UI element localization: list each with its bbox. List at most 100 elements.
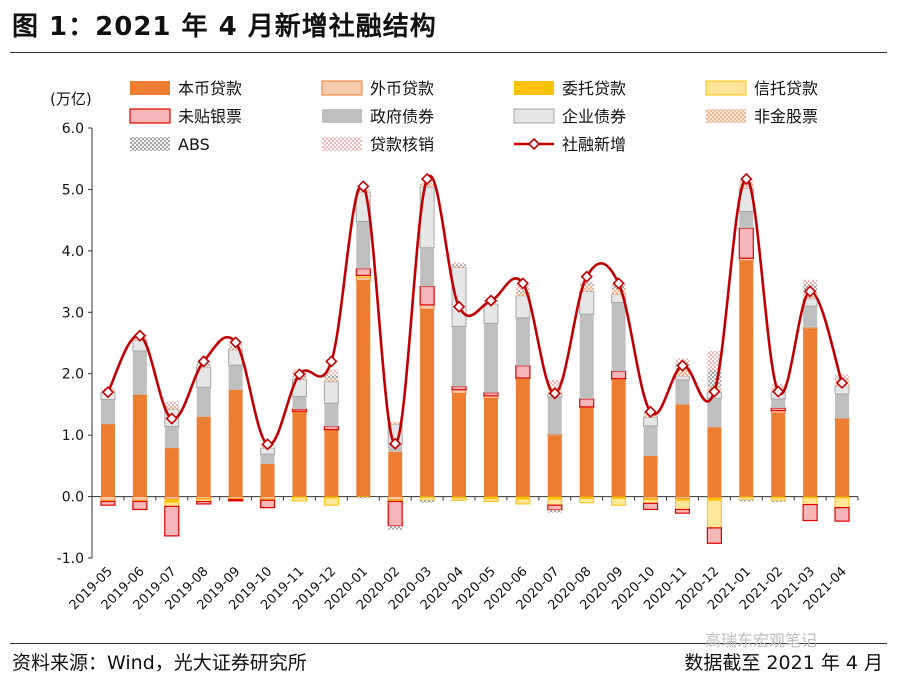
bar-segment [483, 496, 498, 499]
x-tick-labels: 2019-052019-062019-072019-082019-092019-… [67, 564, 850, 613]
bar-segment [132, 496, 148, 501]
line-point-marker [740, 172, 753, 186]
bar-segment [324, 496, 339, 498]
y-tick-label: -1.0 [57, 551, 84, 567]
legend-label: 政府债券 [370, 107, 434, 126]
bar-segment [803, 279, 818, 285]
bar-segment [674, 375, 690, 381]
line-point-marker [357, 180, 370, 193]
y-axis-unit-label: (万亿) [50, 90, 92, 108]
line-point-marker [133, 329, 147, 342]
bar-segment [675, 404, 690, 497]
bar-segment [355, 268, 371, 277]
bar-segment [738, 227, 754, 259]
legend-swatch [322, 109, 362, 123]
bar-segment [324, 403, 339, 427]
source-note: 资料来源：Wind，光大证券研究所 [12, 652, 307, 674]
bar-segment [228, 347, 243, 350]
bar-segment [228, 365, 243, 390]
bar-segment [452, 264, 467, 267]
bar-segment [579, 285, 594, 292]
bar-segment [515, 365, 531, 379]
bar-segment [803, 328, 818, 497]
bar-segment [483, 497, 499, 502]
bar-segment [547, 504, 563, 511]
bar-segment [802, 503, 818, 522]
line-point-marker [420, 172, 434, 186]
bar-segment [291, 496, 307, 502]
bar-segment [196, 500, 212, 505]
bar-segment [674, 496, 690, 499]
bar-segment [388, 526, 403, 530]
watermark-text: 高瑞东宏观笔记 [705, 631, 818, 650]
bar-segment [706, 527, 722, 544]
bar-segment [579, 283, 594, 286]
bar-segment [739, 182, 754, 189]
bar-segment [515, 317, 530, 366]
bar-segment [515, 290, 530, 293]
line-point-marker [293, 368, 306, 381]
bar-segment [739, 260, 754, 497]
bar-segment [547, 397, 562, 435]
legend-swatch [513, 108, 555, 124]
bar-segment [451, 497, 467, 501]
legend-label: ABS [178, 135, 210, 154]
bar-segment [388, 422, 403, 425]
bar-segment [579, 496, 594, 499]
bar-segment [515, 379, 530, 497]
line-point-marker [803, 285, 817, 298]
bar-segment [707, 497, 722, 501]
bar-segment [739, 211, 754, 229]
line-point-marker [676, 359, 689, 372]
legend-swatch [129, 108, 171, 124]
bar-segment [675, 369, 690, 377]
line-point-marker [580, 270, 593, 283]
chart-title: 图 1：2021 年 4 月新增社融结构 [12, 12, 437, 42]
bar-segment [771, 413, 786, 497]
bar-segment [675, 379, 690, 405]
bar-segment [611, 497, 627, 506]
bar-segment [387, 496, 403, 501]
bar-segment [419, 496, 435, 501]
bar-segment [547, 510, 562, 513]
bar-segment [164, 501, 180, 507]
bar-segment [483, 323, 498, 393]
y-tick-label: 4.0 [62, 244, 84, 260]
bar-segment [834, 507, 850, 522]
bar-segment [451, 386, 467, 391]
bar-segment [835, 393, 850, 419]
legend-swatch [514, 81, 554, 95]
bar-segment [547, 434, 563, 437]
y-tick-label: 1.0 [62, 428, 84, 444]
y-tick-label: 2.0 [62, 367, 84, 383]
bar-segment [291, 408, 308, 412]
bar-segment [132, 350, 147, 395]
bar-segment [834, 497, 850, 509]
bar-segment [643, 498, 658, 500]
line-point-marker [389, 437, 402, 450]
bar-segment [579, 407, 594, 497]
bar-segment [132, 394, 147, 497]
bar-segment [642, 502, 659, 511]
bar-segment [547, 496, 562, 500]
bar-segment [674, 508, 691, 514]
legend-label: 社融新增 [562, 135, 626, 154]
social-financing-line [106, 174, 844, 446]
bar-segment [738, 496, 754, 501]
bar-segment [515, 498, 531, 505]
line-point-marker [772, 385, 785, 398]
bar-segment [803, 306, 818, 328]
bar-segment [706, 496, 722, 499]
legend-swatch [705, 80, 747, 96]
bar-segment [674, 499, 690, 510]
bar-segment [324, 375, 339, 379]
line-point-marker [261, 438, 274, 451]
bar-segment [164, 405, 179, 407]
bar-segment [260, 454, 275, 465]
line-point-marker [197, 355, 210, 368]
legend-label: 外币贷款 [370, 79, 434, 98]
bar-segment [100, 399, 115, 425]
bar-segment [164, 448, 179, 497]
bar-segment [835, 419, 850, 497]
